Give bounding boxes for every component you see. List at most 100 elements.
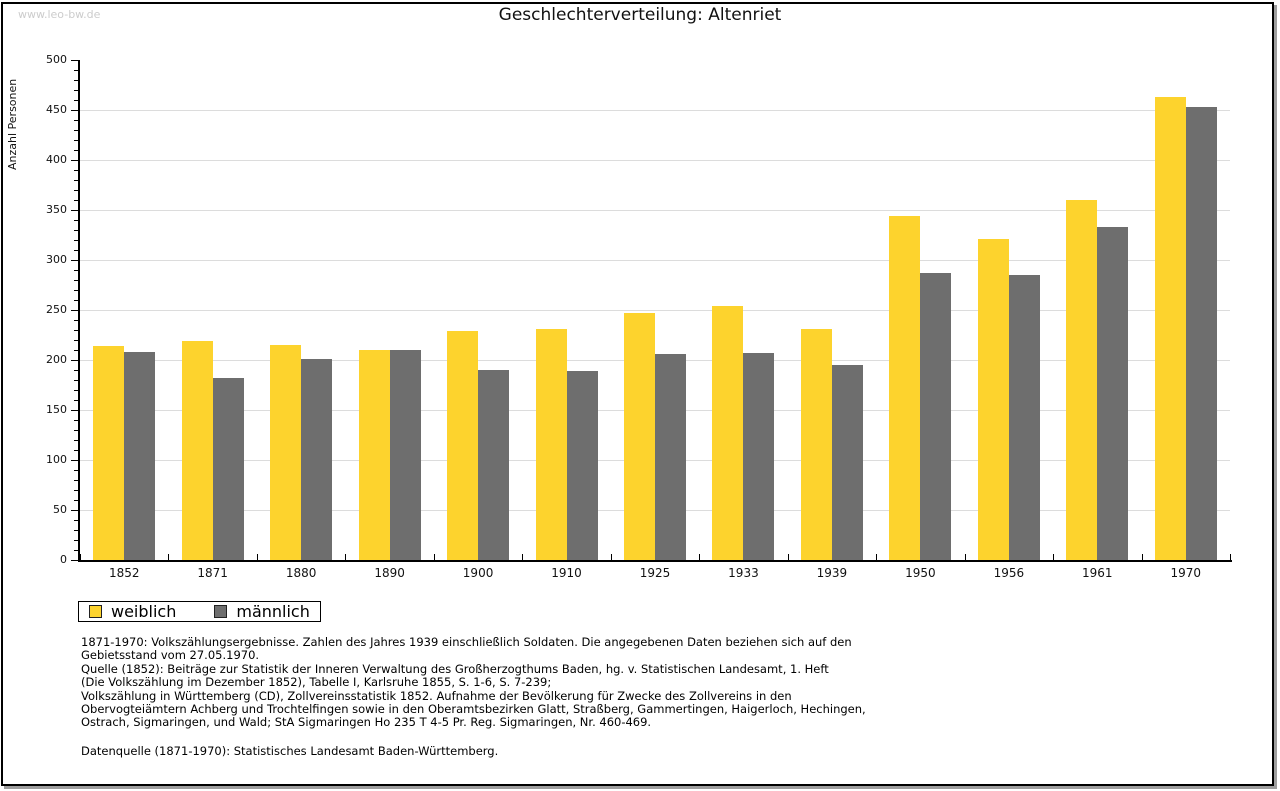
- x-tick: [80, 554, 81, 560]
- y-tick: [74, 270, 78, 271]
- bar-männlich-1871: [212, 378, 244, 560]
- footnote-line: Volkszählung in Württemberg (CD), Zollve…: [81, 688, 792, 703]
- x-tick: [434, 554, 435, 560]
- y-tick: [71, 360, 78, 361]
- y-tick: [74, 90, 78, 91]
- x-axis-label-1956: 1956: [993, 566, 1025, 580]
- footnote-line: Obervogteiämtern Achberg und Trochtelfin…: [81, 702, 866, 717]
- bar-weiblich-1910: [535, 329, 567, 560]
- y-tick-label-150: 150: [46, 403, 67, 416]
- x-tick: [965, 554, 966, 560]
- y-tick: [74, 180, 78, 181]
- footnote-line: Ostrach, Sigmaringen, und Wald; StA Sigm…: [81, 715, 652, 730]
- bar-männlich-1933: [743, 353, 775, 560]
- y-tick: [74, 300, 78, 301]
- legend-label-weiblich: weiblich: [111, 602, 177, 621]
- x-axis-label-1900: 1900: [462, 566, 494, 580]
- y-tick: [74, 440, 78, 441]
- y-tick: [74, 330, 78, 331]
- legend: weiblich männlich: [78, 601, 321, 622]
- y-tick: [74, 80, 78, 81]
- gridline-400: [80, 160, 1230, 161]
- bar-männlich-1900: [478, 370, 510, 560]
- footnote-line: Quelle (1852): Beiträge zur Statistik de…: [81, 661, 829, 676]
- x-axis-label-1871: 1871: [197, 566, 228, 580]
- bar-männlich-1880: [301, 359, 333, 560]
- y-tick: [74, 150, 78, 151]
- y-tick: [71, 210, 78, 211]
- y-tick: [74, 170, 78, 171]
- y-tick: [71, 560, 78, 561]
- y-tick: [71, 260, 78, 261]
- bar-weiblich-1871: [181, 341, 213, 560]
- y-tick: [74, 420, 78, 421]
- y-tick: [71, 60, 78, 61]
- y-tick: [74, 430, 78, 431]
- x-axis-label-1910: 1910: [551, 566, 582, 580]
- bar-weiblich-1890: [358, 350, 390, 560]
- bar-weiblich-1950: [889, 216, 921, 560]
- y-axis-line: [78, 60, 80, 562]
- bar-männlich-1961: [1097, 227, 1129, 560]
- bar-männlich-1950: [920, 273, 952, 560]
- y-tick: [74, 70, 78, 71]
- y-tick: [71, 160, 78, 161]
- y-tick-label-100: 100: [46, 453, 67, 466]
- watermark: www.leo-bw.de: [18, 8, 101, 21]
- y-tick: [71, 310, 78, 311]
- y-tick: [74, 130, 78, 131]
- legend-item-weiblich: weiblich: [89, 602, 176, 621]
- x-tick: [345, 554, 346, 560]
- x-axis-label-1970: 1970: [1170, 566, 1202, 580]
- gridline-450: [80, 110, 1230, 111]
- bar-männlich-1956: [1008, 275, 1040, 560]
- y-tick: [74, 480, 78, 481]
- y-tick: [74, 230, 78, 231]
- y-tick: [74, 140, 78, 141]
- x-tick: [699, 554, 700, 560]
- y-tick: [74, 240, 78, 241]
- gridline-350: [80, 210, 1230, 211]
- y-tick-label-0: 0: [60, 553, 67, 566]
- y-tick: [74, 390, 78, 391]
- x-tick: [788, 554, 789, 560]
- bar-weiblich-1956: [977, 239, 1009, 560]
- y-tick: [71, 110, 78, 111]
- y-tick-label-300: 300: [46, 253, 67, 266]
- bar-weiblich-1939: [800, 329, 832, 560]
- x-tick: [611, 554, 612, 560]
- x-axis-label-1890: 1890: [374, 566, 405, 580]
- y-tick-label-500: 500: [46, 53, 67, 66]
- x-tick: [168, 554, 169, 560]
- x-axis-label-1939: 1939: [816, 566, 848, 580]
- x-tick: [257, 554, 258, 560]
- x-axis-label-1933: 1933: [728, 566, 759, 580]
- y-tick: [74, 220, 78, 221]
- bar-männlich-1890: [389, 350, 421, 560]
- gridline-300: [80, 260, 1230, 261]
- y-tick: [74, 200, 78, 201]
- y-tick: [74, 490, 78, 491]
- x-tick: [1230, 554, 1231, 560]
- x-tick: [876, 554, 877, 560]
- y-tick: [74, 500, 78, 501]
- y-tick: [74, 370, 78, 371]
- y-tick-label-250: 250: [46, 303, 67, 316]
- gridline-250: [80, 310, 1230, 311]
- bar-weiblich-1970: [1154, 97, 1186, 560]
- bar-männlich-1939: [831, 365, 863, 560]
- footnote-line: 1871-1970: Volkszählungsergebnisse. Zahl…: [81, 635, 852, 649]
- y-tick: [74, 340, 78, 341]
- bar-männlich-1970: [1185, 107, 1217, 560]
- footnote-line: (Die Volkszählung im Dezember 1852), Tab…: [81, 675, 552, 690]
- y-tick: [74, 380, 78, 381]
- y-tick: [74, 450, 78, 451]
- bar-männlich-1910: [566, 371, 598, 560]
- datasource-line: Datenquelle (1871-1970): Statistisches L…: [81, 744, 499, 758]
- y-tick: [71, 410, 78, 411]
- y-tick-label-50: 50: [53, 503, 67, 516]
- x-axis-label-1950: 1950: [905, 566, 936, 580]
- y-tick: [74, 530, 78, 531]
- y-tick-label-400: 400: [46, 153, 67, 166]
